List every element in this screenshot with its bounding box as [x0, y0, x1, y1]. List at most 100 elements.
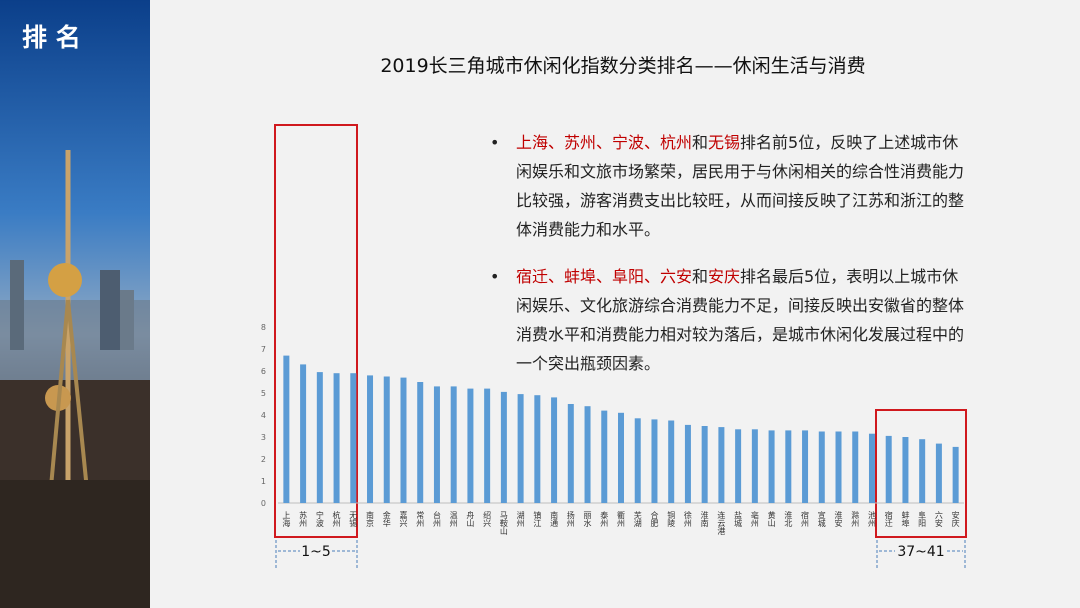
x-tick-label: 合肥 — [650, 510, 659, 528]
bar — [751, 429, 758, 503]
x-tick-label: 镇江 — [533, 510, 542, 528]
x-tick-label: 芜湖 — [633, 510, 642, 528]
bullet-text: 和 — [692, 267, 709, 286]
x-tick-label: 池州 — [867, 510, 876, 527]
y-tick-label: 6 — [261, 367, 266, 376]
x-tick-label: 丽水 — [583, 511, 592, 527]
bar — [417, 382, 424, 503]
x-tick-label: 常州 — [416, 511, 425, 527]
bar — [684, 424, 691, 503]
x-tick-label: 南京 — [366, 510, 375, 528]
bar — [316, 372, 323, 503]
bar — [768, 430, 775, 503]
bar — [651, 419, 658, 503]
bar — [735, 429, 742, 503]
x-tick-label: 衢州 — [617, 510, 626, 527]
bar — [283, 355, 290, 503]
x-tick-label: 舟山 — [466, 510, 475, 528]
x-tick-label: 宿迁 — [884, 510, 893, 528]
x-tick-label: 阜阳 — [918, 510, 927, 528]
chart-title: 2019长三角城市休闲化指数分类排名——休闲生活与消费 — [380, 55, 865, 77]
y-tick-label: 2 — [261, 455, 266, 464]
bar — [500, 391, 507, 503]
bar — [450, 386, 457, 503]
bar — [618, 412, 624, 503]
y-tick-label: 8 — [261, 323, 266, 332]
x-tick-label: 宣城 — [817, 510, 826, 528]
bar — [919, 439, 926, 503]
bar — [517, 394, 524, 503]
bullet: 宿迁、蚌埠、阜阳、六安和安庆排名最后5位，表明以上城市休闲娱乐、文化旅游综合消费… — [490, 262, 968, 378]
x-tick-label: 淮北 — [784, 510, 793, 528]
bar — [818, 431, 825, 503]
bar — [383, 376, 390, 503]
bar — [484, 388, 491, 503]
y-tick-label: 1 — [261, 477, 266, 486]
bullet-list: 上海、苏州、宁波、杭州和无锡排名前5位，反映了上述城市休闲娱乐和文旅市场繁荣，居… — [490, 128, 968, 396]
bar — [367, 375, 374, 503]
bar — [952, 446, 959, 503]
bar — [400, 377, 407, 503]
x-tick-label: 湖州 — [516, 511, 525, 527]
y-tick-label: 4 — [261, 411, 266, 420]
y-tick-label: 3 — [261, 433, 266, 442]
x-tick-label: 淮南 — [700, 510, 709, 527]
x-tick-label: 盐城 — [734, 510, 743, 528]
bullet-text: 排名前5位，反映了上述城市休闲娱乐和文旅市场繁荣，居民用于与休闲相关的综合性消费… — [516, 133, 965, 239]
bar — [333, 373, 340, 503]
highlight-text: 宿迁、蚌埠、阜阳、六安 — [516, 267, 693, 286]
x-tick-label: 黄山 — [767, 510, 776, 528]
x-tick-label: 宁波 — [315, 510, 324, 528]
bar — [433, 386, 440, 503]
bar — [785, 430, 792, 503]
x-tick-label: 上海 — [282, 511, 291, 528]
bar — [902, 437, 909, 503]
x-tick-label: 连云港 — [717, 510, 726, 536]
bar — [551, 397, 558, 503]
bullet: 上海、苏州、宁波、杭州和无锡排名前5位，反映了上述城市休闲娱乐和文旅市场繁荣，居… — [490, 128, 968, 244]
x-tick-label: 滁州 — [851, 510, 860, 527]
x-tick-label: 泰州 — [600, 510, 609, 527]
x-tick-label: 马鞍山 — [499, 511, 508, 536]
x-tick-label: 苏州 — [299, 510, 308, 527]
x-tick-label: 铜陵 — [667, 510, 676, 528]
x-tick-label: 杭州 — [332, 510, 341, 527]
bar — [868, 433, 875, 503]
bullet-text: 排名最后5位，表明以上城市休闲娱乐、文化旅游综合消费能力不足，间接反映出安徽省的… — [516, 267, 965, 373]
x-tick-label: 金华 — [382, 510, 391, 528]
x-tick-label: 安庆 — [951, 510, 960, 528]
x-tick-label: 扬州 — [566, 510, 575, 527]
highlight-text: 上海、苏州、宁波、杭州 — [516, 133, 693, 152]
x-tick-label: 嘉兴 — [399, 510, 408, 528]
y-tick-label: 7 — [261, 345, 266, 354]
x-tick-label: 台州 — [432, 510, 441, 527]
x-tick-label: 南通 — [550, 510, 559, 528]
annotation: 1~5 — [301, 544, 331, 560]
x-tick-label: 宿州 — [801, 510, 810, 527]
x-tick-label: 绍兴 — [483, 510, 492, 528]
bar — [534, 395, 541, 503]
bar — [601, 410, 608, 503]
range-bracket — [275, 540, 966, 570]
annotation: 37~41 — [897, 544, 944, 560]
bar — [634, 418, 641, 503]
y-tick-label: 5 — [261, 389, 266, 398]
x-tick-label: 亳州 — [750, 510, 759, 527]
bar — [668, 420, 675, 503]
bar — [802, 430, 809, 503]
x-tick-label: 六安 — [934, 510, 943, 528]
x-tick-label: 徐州 — [683, 510, 692, 527]
page-title: 排 名 — [22, 23, 81, 52]
bar — [350, 373, 357, 503]
bar — [885, 435, 892, 503]
bar — [467, 388, 474, 503]
bar — [935, 443, 942, 503]
bar — [584, 406, 591, 503]
bar — [701, 426, 708, 503]
highlight-box — [274, 124, 358, 538]
bar — [300, 364, 307, 503]
city-image — [0, 0, 150, 608]
bar — [718, 427, 725, 503]
